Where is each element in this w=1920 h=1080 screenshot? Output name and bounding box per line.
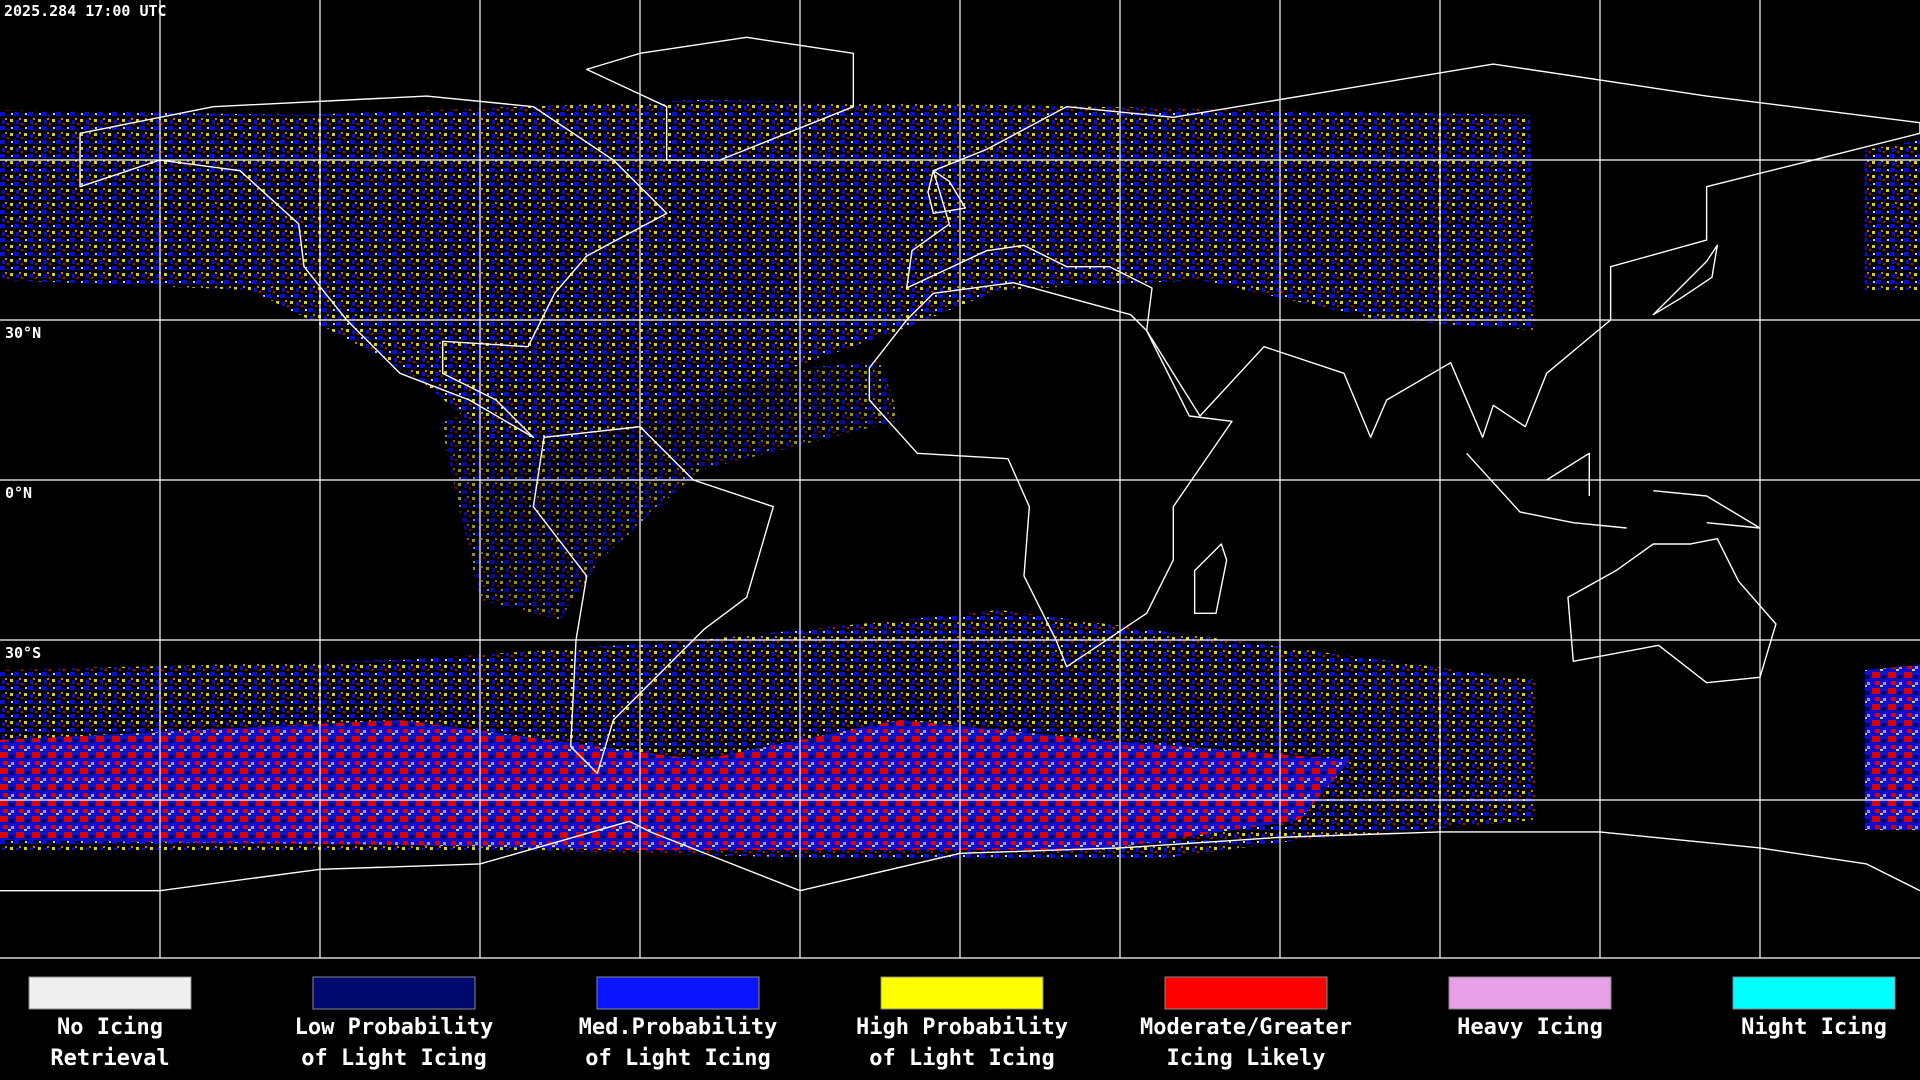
legend-swatch xyxy=(880,976,1044,1010)
legend: No Icing Retrieval Low Probability of Light… xyxy=(28,976,1896,1071)
north-america xyxy=(80,96,667,437)
legend-swatch xyxy=(1164,976,1328,1010)
legend-label: Moderate/Greater xyxy=(1140,1015,1352,1040)
latitude-label: 0°N xyxy=(5,484,32,502)
legend-swatch xyxy=(596,976,760,1010)
legend-label: Retrieval xyxy=(50,1046,169,1071)
japan xyxy=(1653,245,1717,314)
legend-label: Night Icing xyxy=(1741,1015,1887,1040)
icing-retrievals xyxy=(0,100,1920,860)
legend-label: of Light Icing xyxy=(869,1046,1054,1071)
south-america xyxy=(533,427,773,774)
legend-label: No Icing xyxy=(57,1015,163,1040)
legend-label: High Probability xyxy=(856,1015,1068,1040)
legend-label: of Light Icing xyxy=(301,1046,486,1071)
madagascar xyxy=(1195,544,1227,613)
legend-swatch xyxy=(1732,976,1896,1010)
australia xyxy=(1568,539,1776,683)
timestamp: 2025.284 17:00 UTC xyxy=(4,2,167,20)
legend-label: Med.Probability xyxy=(579,1015,778,1040)
latitude-label: 30°S xyxy=(5,644,41,662)
africa xyxy=(869,283,1232,667)
legend-swatch xyxy=(1448,976,1612,1010)
legend-swatch xyxy=(312,976,476,1010)
graticule xyxy=(0,0,1920,959)
legend-label: of Light Icing xyxy=(585,1046,770,1071)
legend-label: Icing Likely xyxy=(1167,1046,1326,1071)
legend-swatch xyxy=(28,976,192,1010)
latitude-label: 30°N xyxy=(5,324,41,342)
legend-label: Heavy Icing xyxy=(1457,1015,1603,1040)
legend-label: Low Probability xyxy=(295,1015,494,1040)
